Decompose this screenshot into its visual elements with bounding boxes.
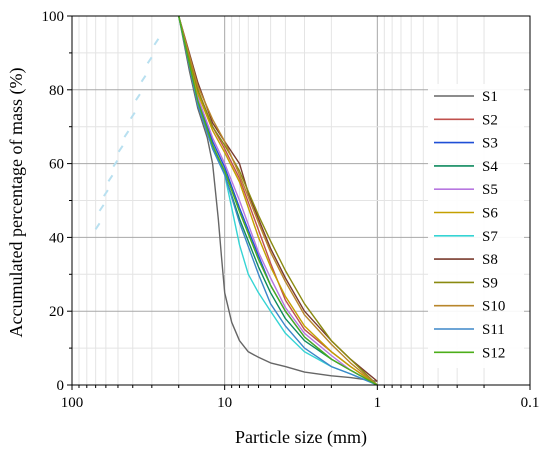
series-line-s5 (178, 15, 378, 386)
y-tick-label: 40 (49, 230, 64, 246)
series-line-s12 (178, 15, 378, 386)
series-line-s6 (178, 15, 378, 386)
legend-label: S11 (482, 322, 505, 338)
faint-marker (94, 222, 101, 230)
x-axis-title: Particle size (mm) (235, 427, 367, 448)
faint-marker (146, 56, 153, 64)
legend-label: S2 (482, 112, 498, 128)
series-line-s8 (178, 15, 378, 382)
faint-marker (153, 38, 160, 46)
legend-label: S4 (482, 159, 498, 175)
faint-marker (103, 189, 109, 197)
y-tick-label: 60 (49, 157, 64, 173)
legend-label: S3 (482, 136, 498, 152)
axis-ticks: 100 10 1 0.1 0 20 40 60 80 100 (42, 9, 540, 411)
y-tick-label: 0 (57, 378, 65, 394)
x-tick-label: 1 (374, 395, 382, 411)
y-axis-title: Accumulated percentage of mass (%) (6, 68, 27, 338)
legend-background (428, 84, 524, 368)
legend-label: S9 (482, 275, 498, 291)
series-line-s9 (178, 15, 378, 386)
legend-label: S12 (482, 345, 505, 361)
faint-marker (98, 204, 105, 212)
legend: S1 S2 S3 S4 S5 S6 S7 S8 S9 S10 S11 S12 (428, 84, 524, 368)
x-tick-label: 100 (61, 395, 84, 411)
series-line-s1 (178, 15, 378, 382)
y-tick-label: 20 (49, 304, 64, 320)
faint-marker (117, 145, 124, 153)
x-tick-label: 10 (217, 395, 232, 411)
legend-label: S8 (482, 252, 498, 268)
faint-marker (107, 174, 114, 182)
faint-marker (135, 93, 141, 101)
legend-label: S7 (482, 229, 498, 245)
faint-markers (94, 38, 160, 230)
legend-label: S6 (482, 206, 498, 222)
legend-label: S5 (482, 182, 498, 198)
series-lines (178, 15, 378, 386)
faint-marker (129, 112, 136, 120)
series-line-s11 (178, 15, 378, 386)
faint-marker (140, 75, 147, 83)
faint-marker (123, 130, 130, 138)
y-tick-label: 80 (49, 83, 64, 99)
faint-marker (112, 160, 119, 168)
x-tick-label: 0.1 (521, 395, 540, 411)
legend-label: S10 (482, 299, 505, 315)
legend-label: S1 (482, 89, 498, 105)
y-tick-label: 100 (42, 9, 65, 25)
series-line-s10 (178, 15, 378, 386)
